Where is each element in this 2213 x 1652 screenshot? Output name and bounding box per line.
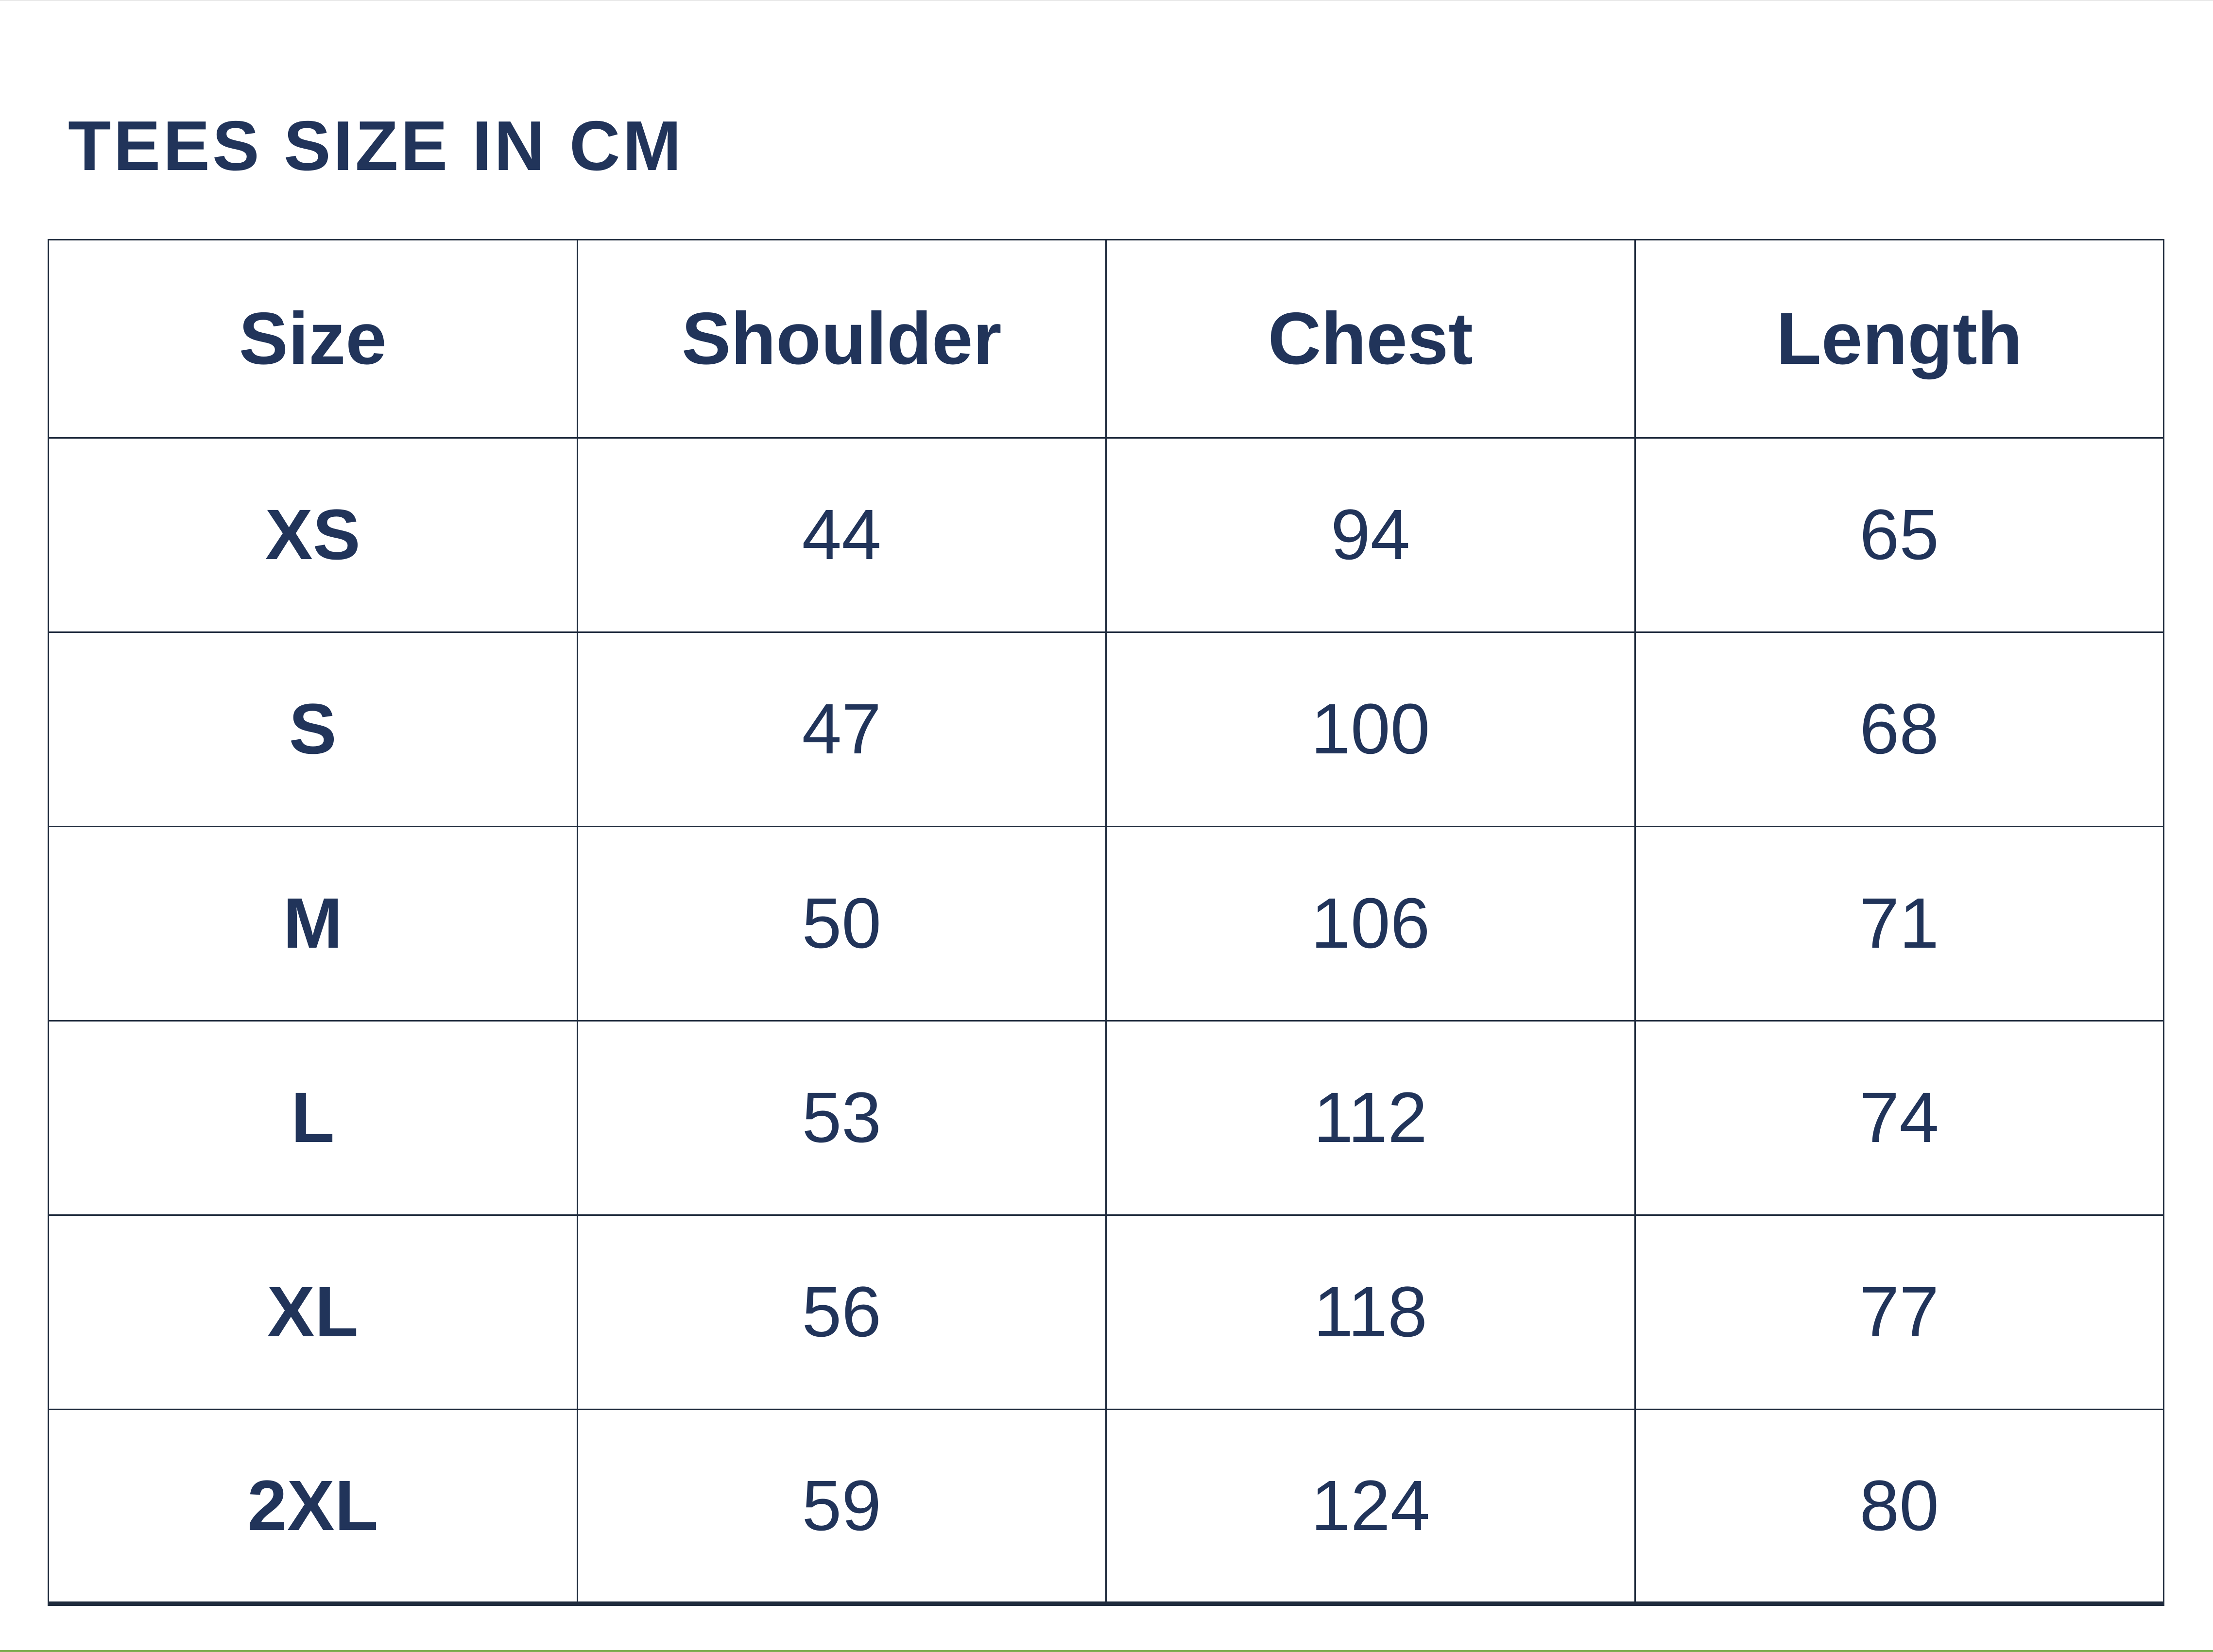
shoulder-value-cell: 53 [576,1020,1107,1216]
column-header-shoulder: Shoulder [576,239,1107,439]
shoulder-value-cell: 59 [576,1409,1107,1604]
length-value-cell: 71 [1634,826,2164,1022]
size-table-body: XS 44 94 65 S 47 100 68 M 50 106 71 L 53… [48,437,2164,1604]
size-label-cell: XS [48,437,578,633]
size-chart-table: Size Shoulder Chest Length XS 44 94 65 S… [48,239,2164,1606]
column-header-length: Length [1634,239,2164,439]
column-header-chest: Chest [1105,239,1636,439]
page-top-hairline [0,0,2213,1]
shoulder-value-cell: 50 [576,826,1107,1022]
table-row: S 47 100 68 [48,631,2164,827]
length-value-cell: 80 [1634,1409,2164,1604]
chest-value-cell: 118 [1105,1214,1636,1410]
chest-value-cell: 112 [1105,1020,1636,1216]
shoulder-value-cell: 47 [576,631,1107,827]
length-value-cell: 74 [1634,1020,2164,1216]
length-value-cell: 68 [1634,631,2164,827]
size-chart-header: Size Shoulder Chest Length [48,239,2164,439]
table-row: M 50 106 71 [48,826,2164,1022]
header-row: Size Shoulder Chest Length [48,239,2164,439]
chest-value-cell: 94 [1105,437,1636,633]
table-row: L 53 112 74 [48,1020,2164,1216]
size-label-cell: L [48,1020,578,1216]
length-value-cell: 65 [1634,437,2164,633]
chest-value-cell: 100 [1105,631,1636,827]
size-label-cell: S [48,631,578,827]
page-title: TEES SIZE IN CM [68,106,684,185]
table-row: XL 56 118 77 [48,1214,2164,1410]
size-label-cell: 2XL [48,1409,578,1604]
length-value-cell: 77 [1634,1214,2164,1410]
chest-value-cell: 106 [1105,826,1636,1022]
table-row: 2XL 59 124 80 [48,1409,2164,1604]
size-label-cell: M [48,826,578,1022]
table-row: XS 44 94 65 [48,437,2164,633]
size-label-cell: XL [48,1214,578,1410]
shoulder-value-cell: 56 [576,1214,1107,1410]
column-header-size: Size [48,239,578,439]
chest-value-cell: 124 [1105,1409,1636,1604]
shoulder-value-cell: 44 [576,437,1107,633]
bottom-accent-line [0,1650,2213,1652]
